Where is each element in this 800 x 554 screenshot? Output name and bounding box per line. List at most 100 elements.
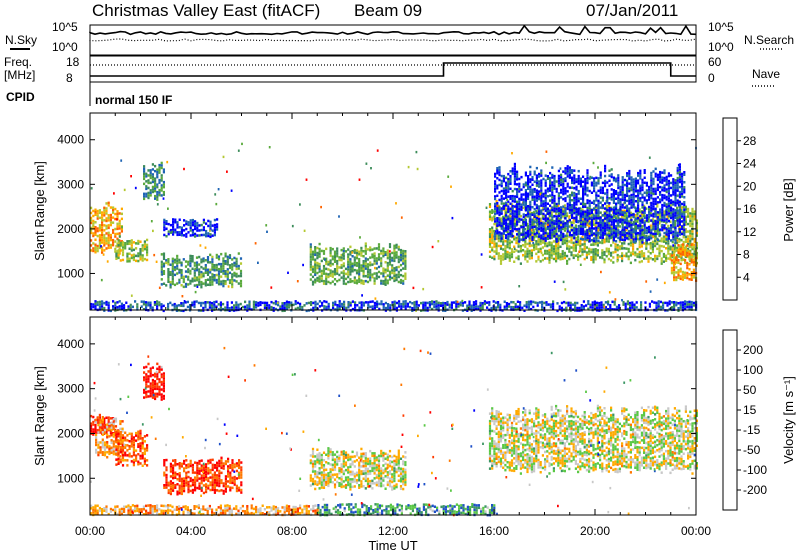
data-cell: [623, 196, 626, 199]
data-cell: [514, 305, 517, 309]
data-cell: [582, 228, 585, 231]
data-cell: [500, 197, 503, 200]
data-cell: [552, 245, 555, 248]
data-cell: [610, 173, 613, 176]
data-cell: [371, 253, 374, 256]
data-cell: [672, 183, 675, 186]
data-cell: [546, 202, 549, 205]
data-cell: [194, 225, 197, 228]
data-cell: [509, 197, 512, 200]
data-cell: [327, 260, 330, 264]
data-cell: [499, 259, 503, 263]
data-cell: [174, 231, 177, 234]
data-cell: [522, 220, 525, 224]
data-cell: [205, 234, 208, 238]
data-cell: [130, 239, 133, 242]
data-cell: [239, 262, 243, 265]
data-cell: [680, 256, 683, 259]
data-cell: [327, 263, 330, 266]
data-cell: [511, 194, 514, 198]
data-cell: [497, 252, 500, 255]
data-cell: [599, 218, 602, 222]
data-cell: [124, 244, 127, 247]
data-cell: [160, 263, 163, 266]
data-cell: [643, 252, 646, 255]
data-cell: [204, 281, 207, 284]
data-cell: [674, 211, 677, 215]
data-cell: [557, 194, 560, 198]
data-cell: [446, 303, 449, 306]
data-cell: [500, 184, 503, 188]
data-cell: [546, 252, 549, 255]
data-cell: [369, 268, 372, 272]
data-cell: [678, 175, 681, 179]
data-cell: [388, 263, 392, 266]
data-cell: [544, 219, 547, 222]
data-cell: [388, 245, 392, 249]
data-cell: [535, 242, 538, 246]
data-cell: [461, 301, 464, 305]
data-cell: [539, 247, 542, 251]
data-cell: [607, 308, 610, 311]
data-cell: [665, 218, 668, 221]
data-cell: [535, 196, 538, 200]
data-cell: [585, 304, 588, 307]
data-cell: [103, 211, 106, 215]
data-cell: [171, 262, 174, 266]
data-cell: [546, 207, 549, 210]
data-cell: [103, 309, 106, 312]
data-cell: [645, 191, 648, 195]
data-cell: [645, 207, 648, 210]
data-cell: [617, 179, 620, 182]
data-cell: [340, 256, 343, 259]
data-cell: [640, 245, 643, 248]
data-cell: [198, 283, 201, 286]
data-cell: [575, 178, 578, 181]
data-cell: [397, 273, 400, 276]
data-cell: [360, 246, 363, 250]
data-cell: [670, 186, 673, 190]
data-cell: [431, 302, 434, 306]
data-cell: [121, 253, 125, 257]
data-cell: [194, 227, 197, 231]
data-cell: [577, 243, 580, 246]
data-cell: [311, 255, 315, 259]
data-cell: [316, 254, 319, 257]
data-cell: [524, 219, 527, 222]
data-cell: [402, 262, 405, 265]
data-cell: [311, 265, 315, 269]
data-cell: [670, 206, 673, 210]
data-cell: [508, 241, 511, 245]
data-cell: [153, 301, 156, 304]
data-cell: [98, 226, 101, 230]
data-cell: [107, 224, 110, 227]
data-cell: [294, 300, 297, 303]
data-cell: [584, 205, 587, 208]
data-cell: [516, 190, 519, 194]
data-cell: [667, 207, 670, 210]
data-cell: [608, 179, 611, 182]
data-cell: [491, 246, 494, 249]
data-cell: [551, 226, 554, 229]
data-cell: [395, 246, 398, 249]
data-cell: [235, 280, 238, 283]
data-cell: [393, 279, 396, 283]
data-cell: [535, 210, 538, 213]
data-cell: [507, 235, 510, 238]
data-cell: [311, 275, 315, 279]
data-cell: [563, 254, 566, 257]
data-cell: [610, 259, 613, 262]
data-cell: [621, 198, 624, 202]
data-cell: [468, 303, 471, 306]
freq-top-tick: 18: [66, 55, 80, 69]
data-cell: [673, 273, 676, 277]
data-cell: [355, 249, 359, 252]
data-cell: [274, 300, 277, 303]
data-cell: [118, 247, 121, 250]
data-cell: [688, 263, 691, 266]
data-cell: [645, 234, 648, 238]
data-cell: [672, 185, 675, 189]
data-cell: [233, 271, 236, 275]
data-cell: [96, 247, 99, 250]
data-cell: [552, 302, 555, 306]
